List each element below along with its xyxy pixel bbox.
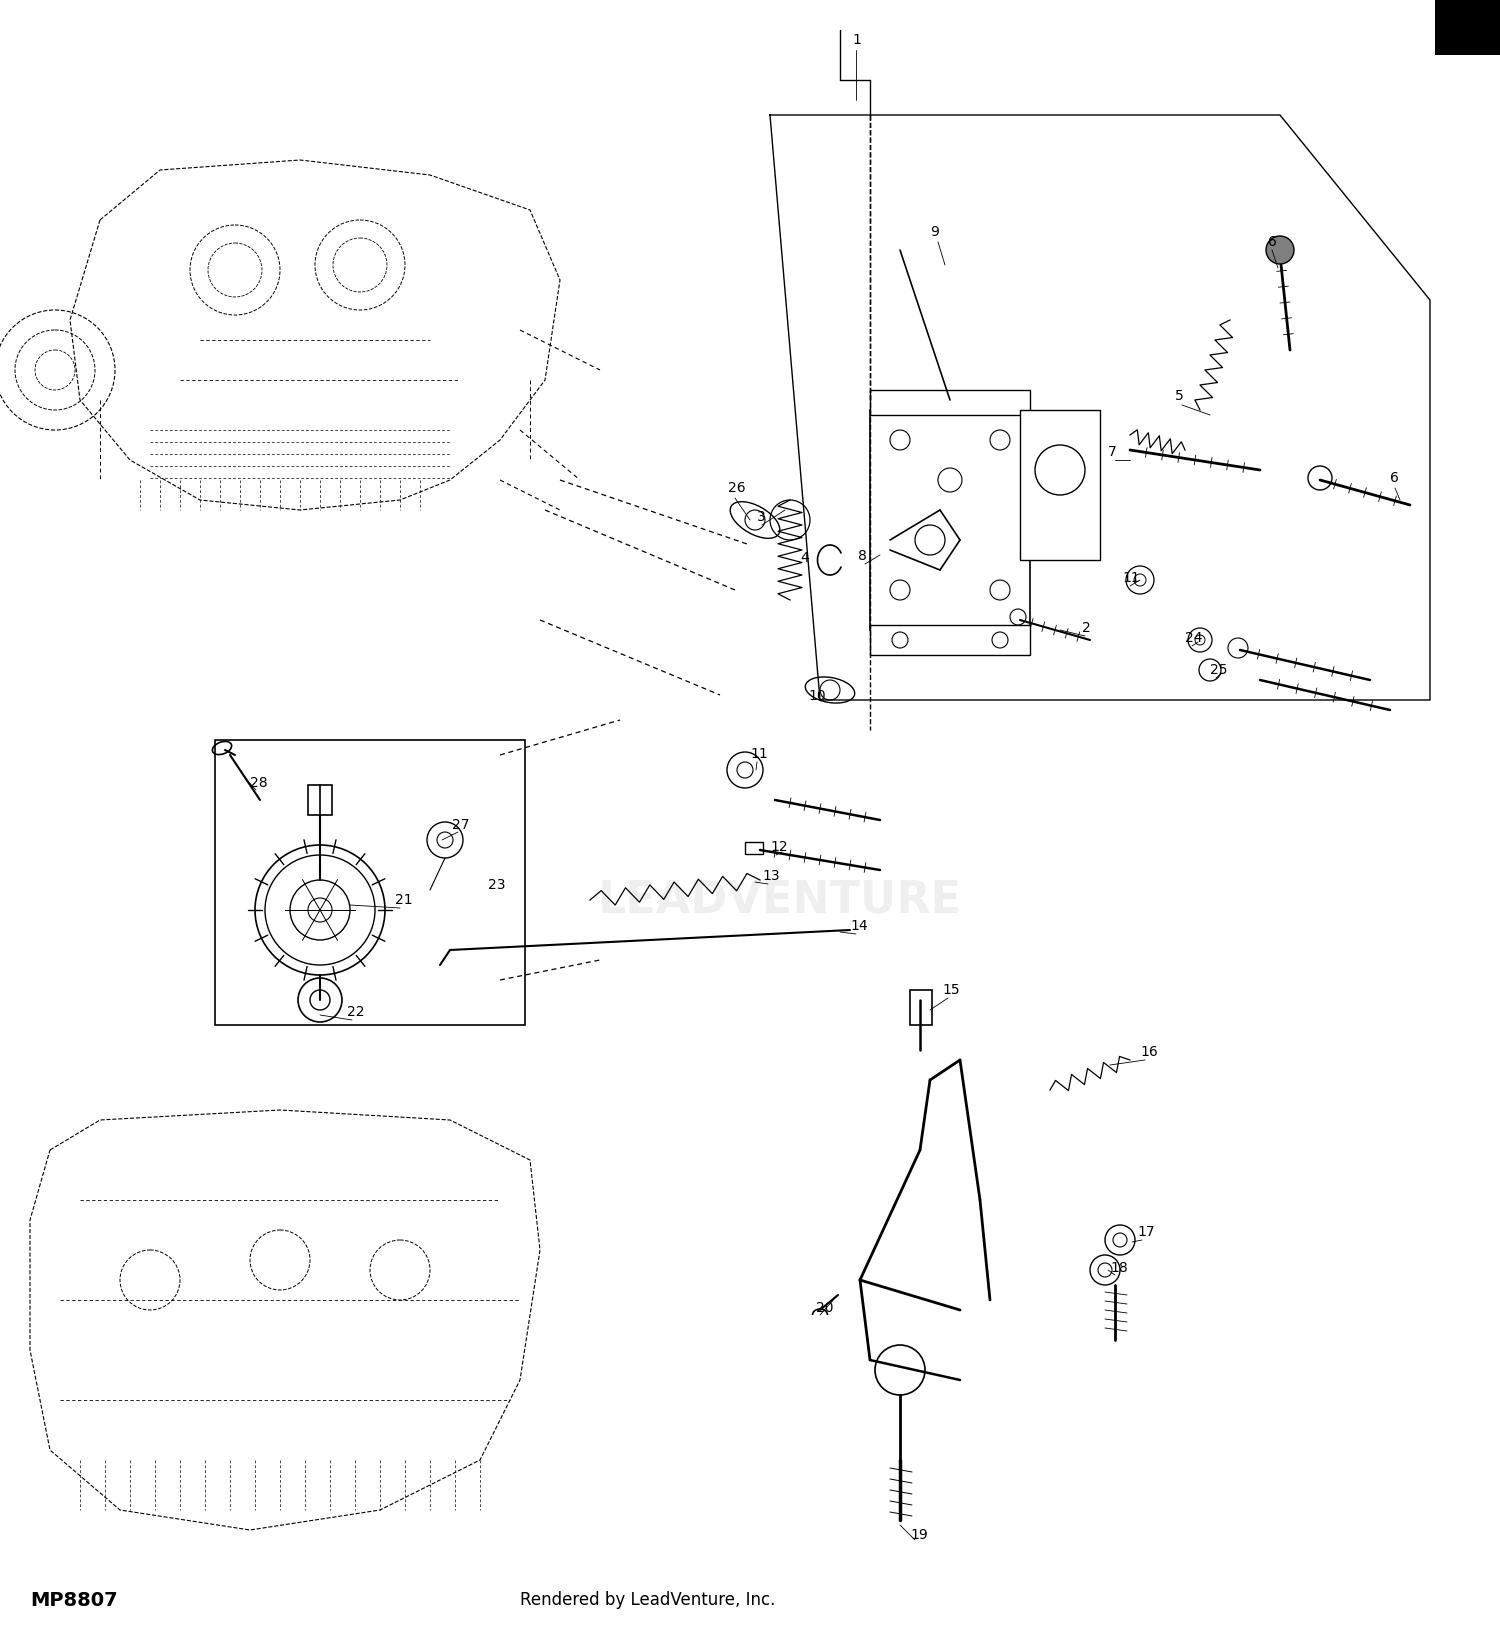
Text: 7: 7 <box>1108 446 1116 459</box>
Text: 5: 5 <box>1174 389 1184 403</box>
Text: 16: 16 <box>1140 1045 1158 1059</box>
Text: 10: 10 <box>808 688 825 703</box>
Text: 17: 17 <box>1137 1225 1155 1240</box>
Text: 2: 2 <box>1082 622 1090 635</box>
Text: 11: 11 <box>1122 571 1140 586</box>
Text: 20: 20 <box>816 1302 834 1315</box>
Text: 24: 24 <box>1185 631 1203 644</box>
Circle shape <box>1266 236 1294 264</box>
Text: 9: 9 <box>930 225 939 239</box>
Text: 25: 25 <box>1210 662 1227 677</box>
Text: 11: 11 <box>750 747 768 761</box>
Text: 28: 28 <box>251 776 267 791</box>
Text: Rendered by LeadVenture, Inc.: Rendered by LeadVenture, Inc. <box>520 1591 776 1609</box>
Bar <box>214 740 525 1025</box>
Text: LEADVENTURE: LEADVENTURE <box>598 879 962 921</box>
Text: 21: 21 <box>394 893 412 906</box>
Bar <box>870 625 1030 656</box>
Text: 12: 12 <box>770 840 788 854</box>
Bar <box>870 410 1030 630</box>
Text: 6: 6 <box>1268 234 1276 249</box>
Text: 19: 19 <box>910 1528 927 1542</box>
Text: 3: 3 <box>758 509 765 524</box>
Bar <box>746 843 764 854</box>
Text: 8: 8 <box>858 548 867 563</box>
Text: MP8807: MP8807 <box>30 1591 117 1609</box>
Text: 26: 26 <box>728 482 746 495</box>
Text: 13: 13 <box>762 869 780 883</box>
Text: 27: 27 <box>452 818 470 831</box>
Text: 14: 14 <box>850 919 867 932</box>
Text: 18: 18 <box>1110 1261 1128 1276</box>
Bar <box>1436 0 1500 55</box>
Text: 6: 6 <box>1390 470 1400 485</box>
Text: 22: 22 <box>346 1005 364 1019</box>
Bar <box>870 390 1030 415</box>
Bar <box>910 989 932 1025</box>
Text: 23: 23 <box>488 879 506 892</box>
Text: 1: 1 <box>852 33 861 47</box>
Bar <box>1020 410 1100 560</box>
Text: 4: 4 <box>800 552 808 565</box>
Bar <box>308 784 332 815</box>
Text: 15: 15 <box>942 983 960 997</box>
